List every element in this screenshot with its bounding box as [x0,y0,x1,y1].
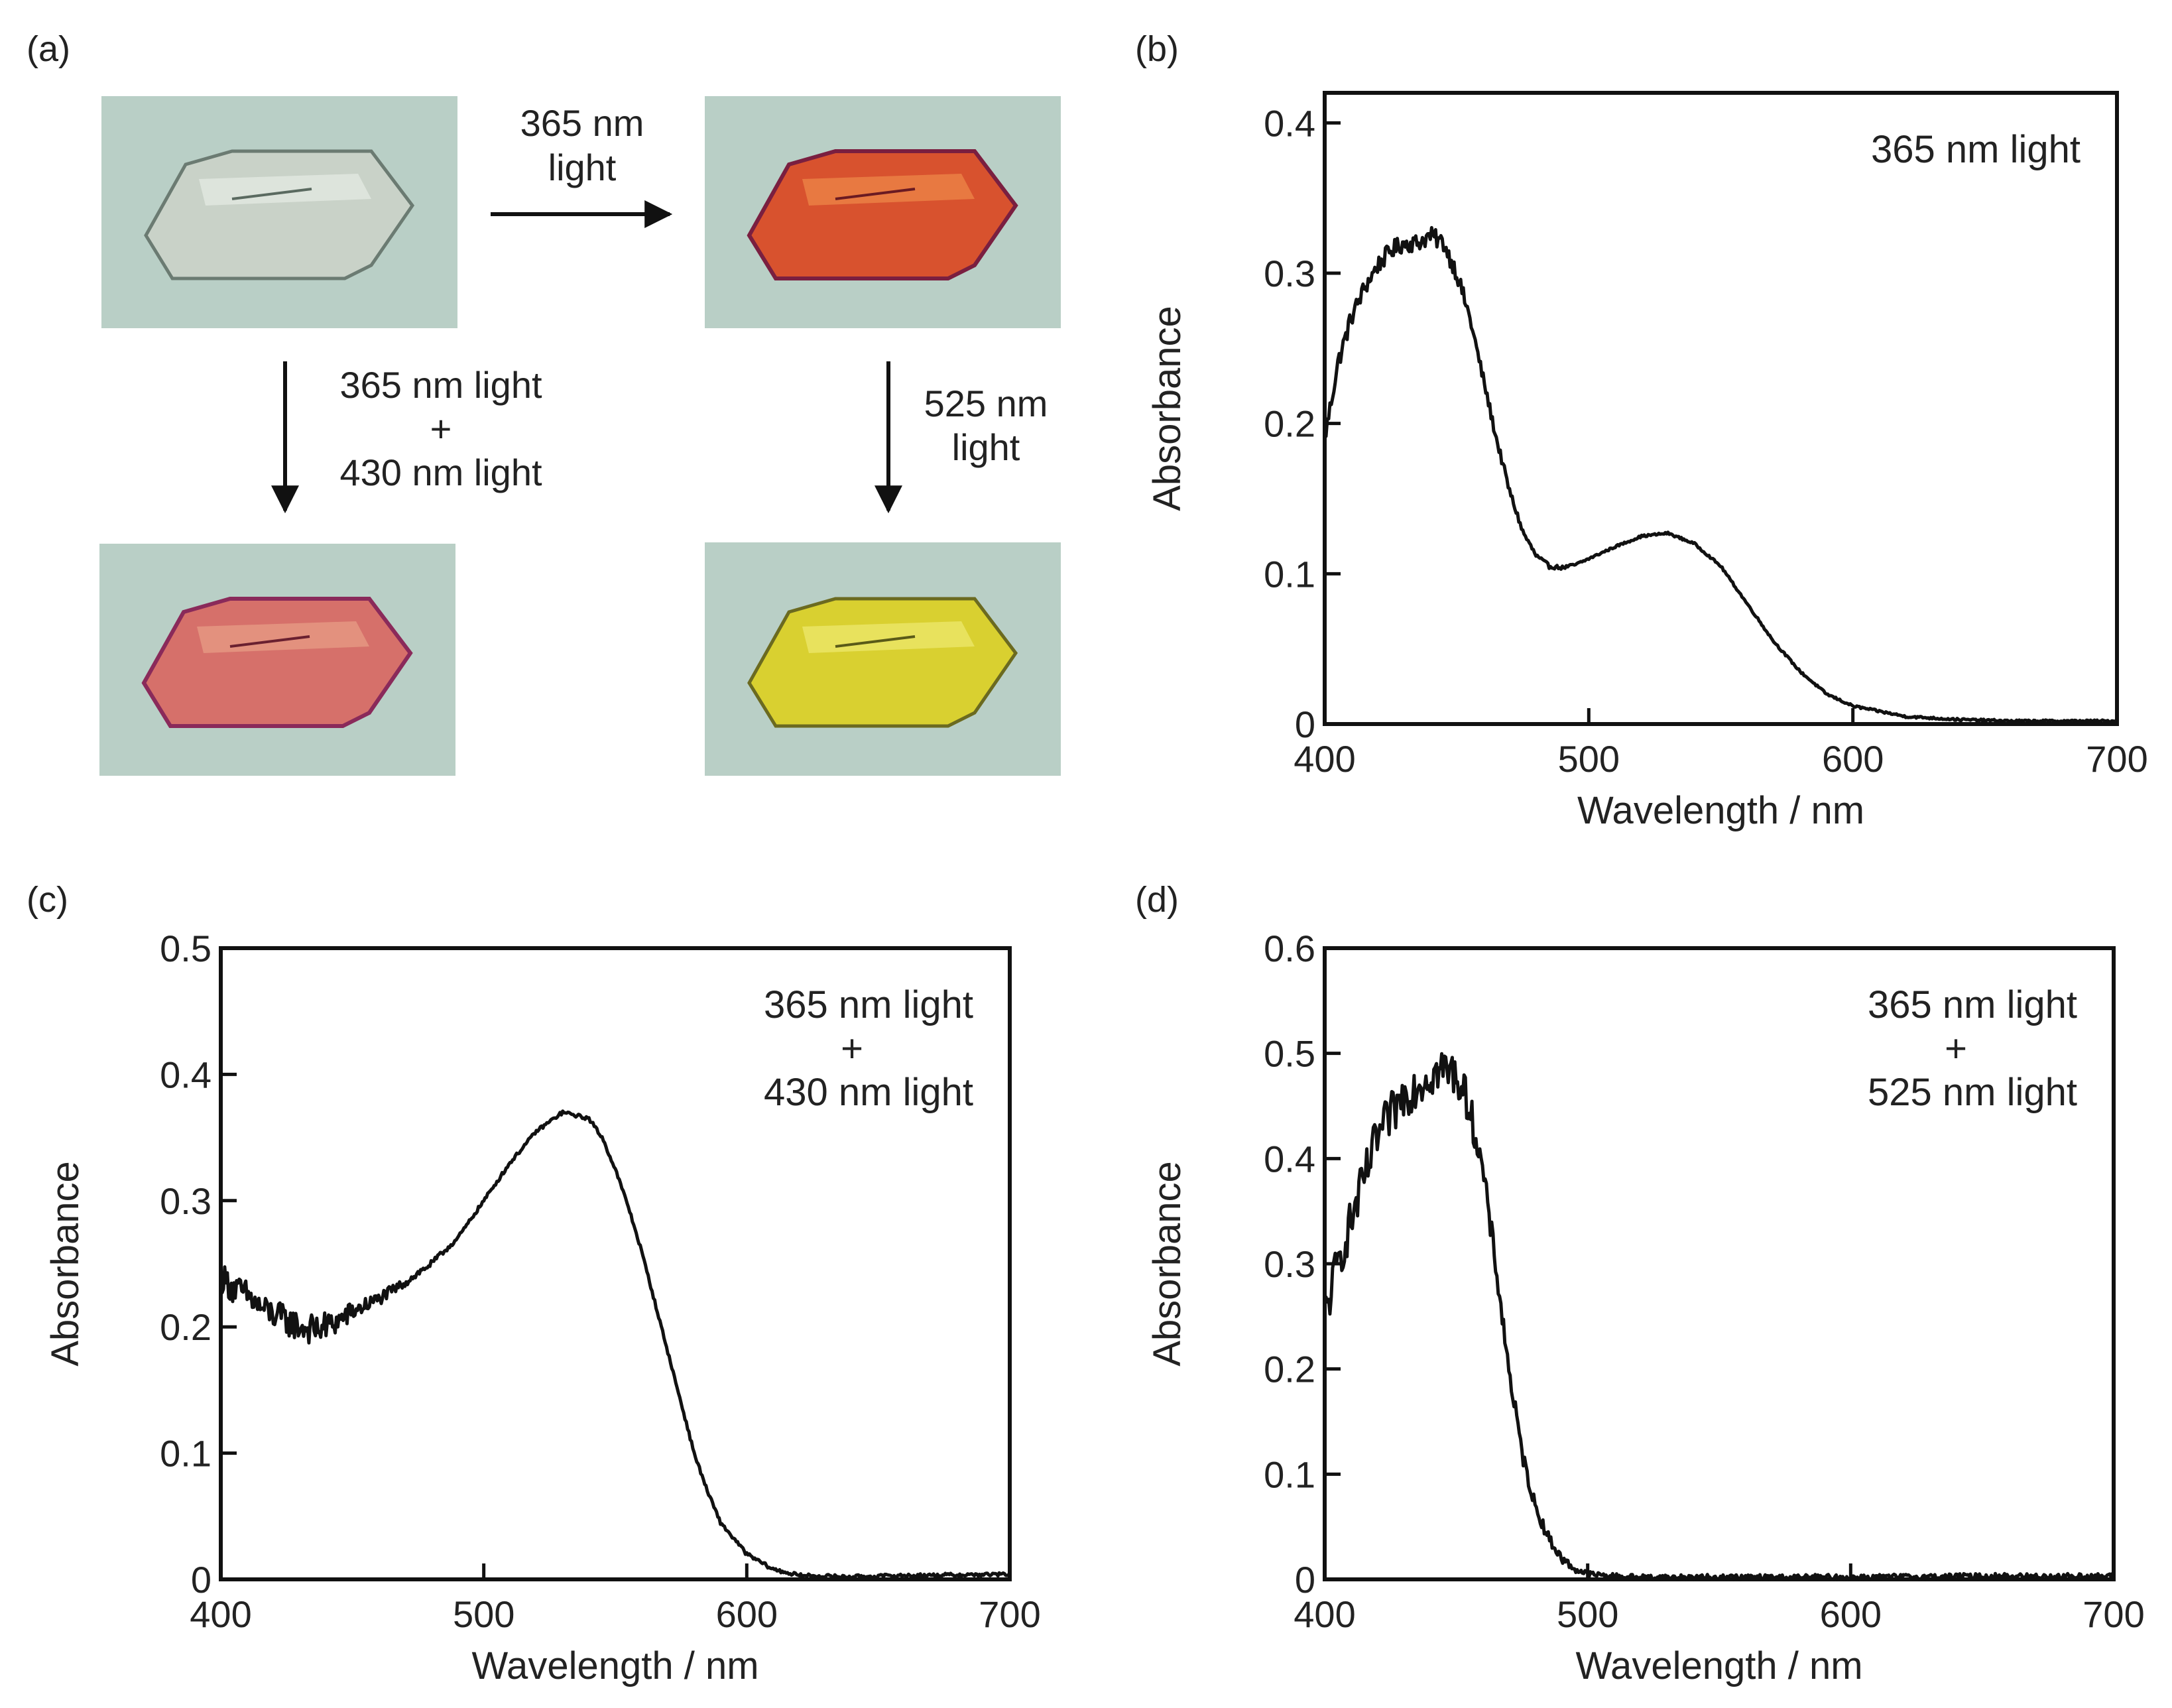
y-tick-label: 0.4 [1264,102,1315,144]
panel-a: (a) [27,29,1061,776]
arrow-top-label-2: light [548,147,617,188]
arrow-top-label-1: 365 nm [520,102,644,144]
x-axis-title: Wavelength / nm [1575,1644,1862,1687]
arrow-left-label-1: 365 nm light [339,364,542,406]
crystal-after-365-430 [141,597,413,728]
y-tick-label: 0.3 [1264,1243,1315,1285]
crystal-photo-initial [101,96,457,328]
arrow-right-label-1: 525 nm [924,383,1048,424]
y-tick-label: 0.2 [1264,403,1315,445]
y-tick-label: 0.6 [1264,928,1315,969]
y-axis-title: Absorbance [1146,306,1189,511]
x-tick-label: 500 [1557,1593,1618,1635]
spectrum-line [219,1109,1012,1580]
y-tick-label: 0.4 [160,1054,211,1095]
spectrum-line [1323,1052,2116,1581]
crystal-photo-after-525 [705,542,1061,776]
y-axis-title: Absorbance [44,1161,87,1367]
x-tick-label: 600 [1820,1593,1882,1635]
annotation-text: + [841,1027,863,1070]
x-tick-label: 500 [1558,738,1620,780]
chart-b: 0 0.1 0.2 0.3 0.4 400 500 600 700 Wavelength / nm… [1146,91,2148,832]
x-tick-label: 400 [1294,738,1355,780]
x-tick-label: 600 [1822,738,1884,780]
y-tick-label: 0.5 [1264,1033,1315,1075]
spectrum-line [1323,225,2118,724]
panel-label-a: (a) [27,29,70,69]
x-tick-label: 600 [716,1593,778,1635]
x-tick-label: 700 [2086,738,2147,780]
x-tick-label: 700 [2082,1593,2144,1635]
y-tick-label: 0.5 [160,928,211,969]
x-axis-title: Wavelength / nm [1577,789,1864,832]
crystal-after-525 [747,597,1018,728]
y-tick-label: 0.2 [160,1306,211,1348]
crystal-photo-after-365-430 [99,544,455,776]
y-tick-label: 0 [1295,1559,1315,1601]
plot-frame [219,946,1012,1581]
annotation-text: 365 nm light [1871,128,2081,171]
y-tick-label: 0.3 [1264,253,1315,294]
x-tick-label: 400 [190,1593,251,1635]
annotation-text: 365 nm light [1868,983,2077,1026]
y-tick-label: 0.1 [1264,1453,1315,1495]
annotation-text: 365 nm light [764,983,973,1026]
crystal-photo-after-365 [705,96,1061,328]
annotation-text: 430 nm light [764,1071,973,1114]
arrow-left-label-2: + [430,408,452,450]
panel-label-c: (c) [27,880,68,920]
y-tick-label: 0 [1295,703,1315,745]
x-tick-label: 700 [979,1593,1040,1635]
y-tick-label: 0.1 [1264,553,1315,595]
x-axis-title: Wavelength / nm [471,1644,758,1687]
annotation-text: 525 nm light [1868,1071,2077,1114]
panel-label-b: (b) [1135,29,1179,69]
y-tick-label: 0.4 [1264,1138,1315,1180]
crystal-after-365 [747,149,1018,280]
crystal-initial [144,149,415,280]
y-axis-title: Absorbance [1146,1161,1189,1367]
x-tick-label: 400 [1294,1593,1355,1635]
y-tick-label: 0 [191,1559,211,1601]
x-tick-label: 500 [453,1593,514,1635]
chart-d: 0 0.1 0.2 0.3 0.4 0.5 0.6 400 500 600 700 Wavelengt… [1146,928,2145,1687]
arrow-left-label-3: 430 nm light [339,452,542,493]
arrow-right-label-2: light [952,426,1020,468]
panel-label-d: (d) [1135,880,1179,920]
plot-frame [1323,91,2119,726]
plot-frame [1323,946,2116,1581]
chart-c: 0 0.1 0.2 0.3 0.4 0.5 400 500 600 700 Wavelength /… [44,928,1041,1687]
y-tick-label: 0.3 [160,1180,211,1222]
y-tick-label: 0.1 [160,1433,211,1475]
annotation-text: + [1945,1027,1967,1070]
y-tick-label: 0.2 [1264,1349,1315,1390]
